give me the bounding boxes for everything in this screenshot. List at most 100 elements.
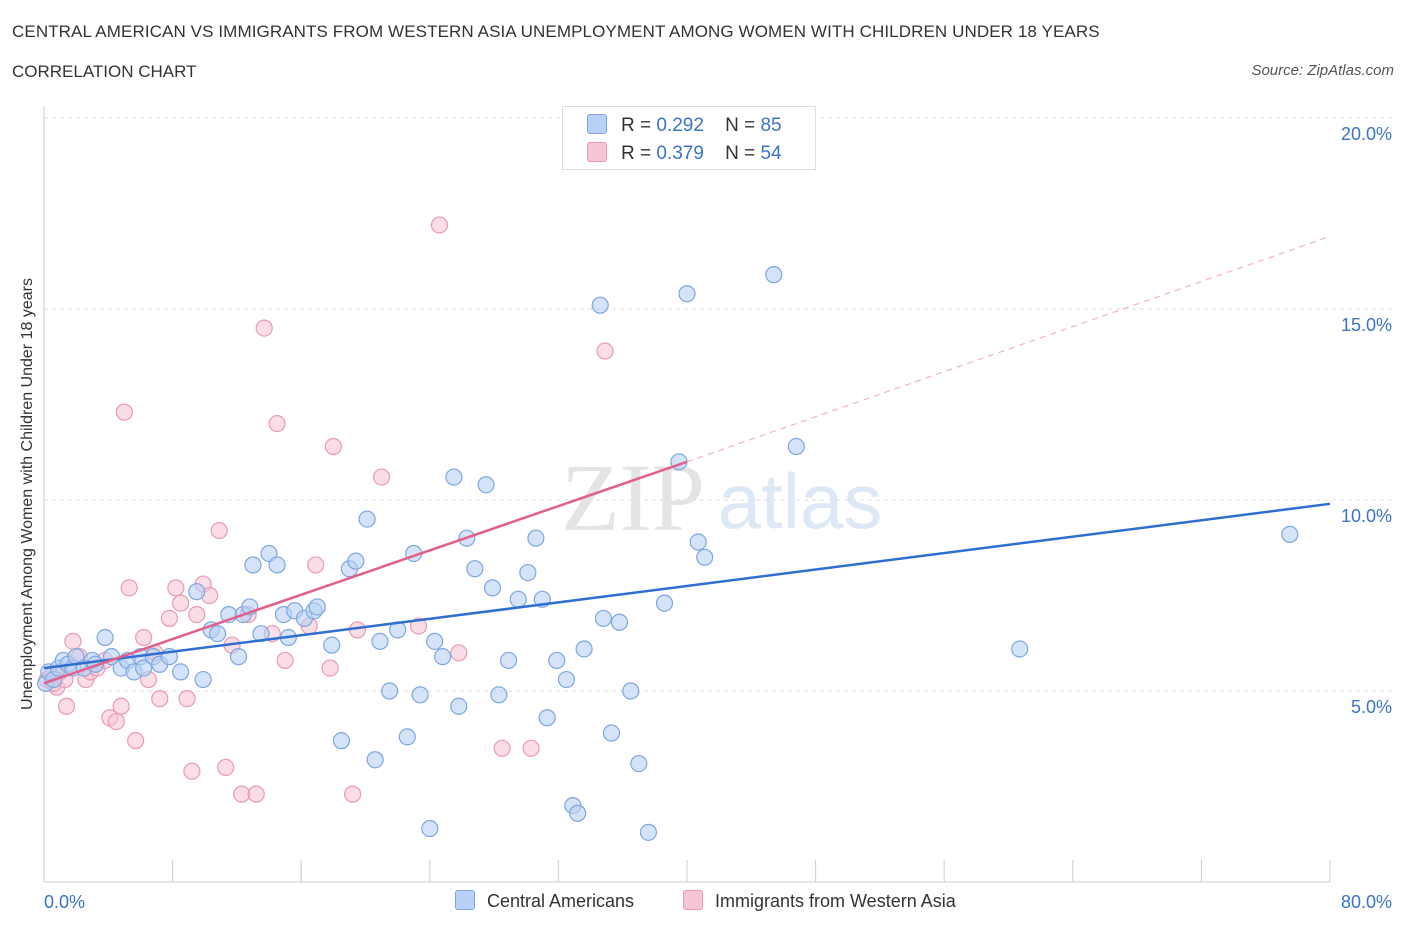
central-american-point [557, 670, 576, 689]
legend-r-value: 0.292 [656, 115, 704, 136]
blue-swatch-icon [455, 890, 475, 910]
source-label: Source: ZipAtlas.com [1251, 62, 1394, 79]
central-american-point [135, 659, 153, 677]
western-asia-point [217, 758, 235, 777]
central-american-point [499, 651, 518, 670]
legend-n-label: N = [725, 143, 756, 164]
western-asia-point [344, 785, 362, 803]
central-american-point [602, 724, 621, 742]
central-american-point [548, 651, 566, 670]
x-tick-label: 0.0% [44, 892, 85, 912]
central-american-point [244, 556, 262, 574]
x-tick-label: 80.0% [1341, 892, 1392, 912]
y-axis-label: Unemployment Among Women with Children U… [19, 278, 36, 710]
watermark: ZIP atlas [561, 444, 882, 551]
central-american-point [765, 266, 783, 284]
western-asia-point [112, 697, 130, 715]
central-american-point [483, 579, 502, 597]
bottom-legend-label: Immigrants from Western Asia [715, 891, 956, 911]
western-asia-point [450, 644, 468, 662]
central-american-point [477, 476, 495, 494]
legend-n-value: 54 [760, 143, 782, 164]
central-american-point [538, 709, 556, 727]
western-asia-point [120, 579, 138, 597]
central-american-point [696, 548, 714, 566]
correlation-legend: R = 0.292 N = 85 R = 0.379 N = 54 [562, 106, 816, 170]
western-asia-point [307, 556, 325, 574]
trend-lines [43, 235, 1331, 685]
western-asia-point [183, 762, 201, 780]
pink-swatch-icon [587, 142, 607, 162]
watermark-atlas: atlas [718, 457, 883, 545]
legend-n-value: 85 [760, 115, 782, 136]
legend-r-label: R = [621, 143, 652, 164]
western-asia-trend-line [43, 460, 688, 685]
central-american-point [610, 613, 629, 631]
y-tick-label: 20.0% [1341, 124, 1392, 144]
western-asia-point [409, 617, 428, 635]
western-asia-point [107, 712, 125, 731]
central-american-point [172, 663, 190, 681]
western-asia-point [135, 628, 153, 647]
legend-row-western-asia: R = 0.379 N = 54 [587, 142, 782, 164]
western-asia-point [115, 403, 133, 421]
central-american-point [421, 819, 439, 838]
central-american-point [591, 296, 609, 314]
blue-swatch-icon [587, 114, 607, 134]
western-asia-point [151, 690, 169, 708]
western-asia-point [64, 632, 82, 650]
central-american-point [426, 632, 444, 650]
central-american-points [37, 266, 1299, 841]
western-asia-point [522, 739, 540, 757]
y-tick-label: 15.0% [1341, 315, 1392, 335]
y-tick-label: 5.0% [1351, 697, 1392, 717]
western-asia-point [255, 319, 273, 337]
western-asia-point [247, 785, 265, 803]
central-american-point [594, 609, 613, 628]
western-asia-point [57, 697, 76, 715]
central-american-point [332, 732, 350, 750]
central-american-point [268, 556, 286, 574]
central-american-point [209, 625, 227, 643]
central-american-point [229, 648, 248, 666]
bottom-legend-central-americans: Central Americans [455, 890, 634, 912]
central-american-point [398, 728, 416, 746]
chart-subtitle: CORRELATION CHART [12, 62, 197, 81]
central-american-point [622, 682, 640, 700]
central-american-point [308, 598, 326, 616]
western-asia-point [160, 609, 178, 628]
central-american-trend-line [43, 502, 1331, 670]
central-american-point [188, 583, 206, 601]
central-american-point [575, 640, 593, 658]
western-asia-trend-extension [686, 235, 1331, 463]
pink-swatch-icon [683, 890, 703, 910]
legend-row-central-americans: R = 0.292 N = 85 [587, 114, 782, 136]
central-american-point [1011, 640, 1029, 658]
central-american-point [411, 686, 429, 704]
western-asia-point [178, 690, 196, 708]
western-asia-point [430, 216, 449, 234]
central-american-point [689, 533, 707, 551]
central-american-point [519, 563, 537, 582]
chart-title: CENTRAL AMERICAN VS IMMIGRANTS FROM WEST… [12, 22, 1100, 41]
western-asia-point [127, 732, 145, 750]
western-asia-point [210, 521, 228, 540]
western-asia-point [324, 437, 342, 456]
legend-r-label: R = [621, 115, 652, 136]
axes [43, 106, 1331, 883]
central-american-point [347, 552, 365, 570]
western-asia-point [321, 659, 339, 677]
western-asia-point [172, 594, 190, 612]
central-american-point [639, 823, 658, 841]
central-american-point [371, 632, 389, 650]
central-american-point [490, 686, 508, 704]
central-american-point [252, 625, 270, 643]
central-american-point [96, 628, 114, 647]
central-american-point [381, 682, 399, 700]
central-american-point [445, 468, 463, 486]
western-asia-point [268, 415, 286, 433]
legend-n-label: N = [725, 115, 756, 136]
central-american-point [450, 697, 468, 715]
y-tick-label: 10.0% [1341, 506, 1392, 526]
